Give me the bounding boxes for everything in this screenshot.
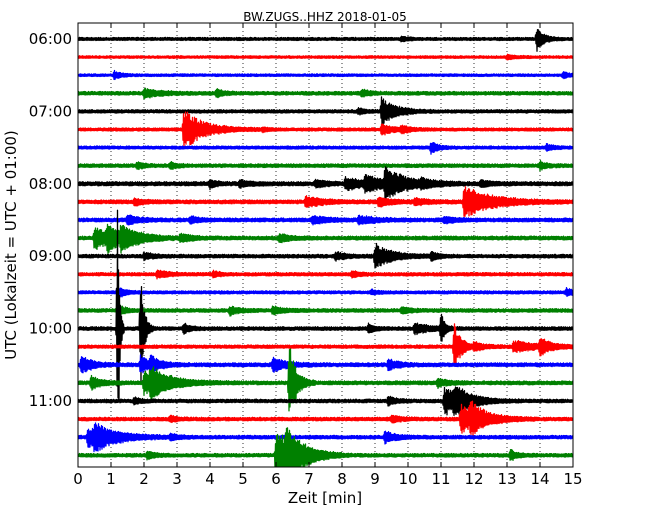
- trace-0845: [78, 223, 573, 255]
- trace-group: [78, 28, 573, 467]
- trace-0800: [78, 166, 573, 201]
- y-axis-label: UTC (Lokalzeit = UTC + 01:00): [2, 130, 20, 360]
- x-tick-label: 7: [304, 470, 314, 488]
- y-tick-label: 07:00: [29, 102, 72, 120]
- x-tick-label: 6: [271, 470, 281, 488]
- trace-1045: [78, 348, 573, 412]
- trace-0615: [78, 53, 573, 61]
- trace-0745: [78, 159, 573, 172]
- x-tick-label: 5: [238, 470, 248, 488]
- x-tick-label: 10: [398, 470, 417, 488]
- y-tick-label: 11:00: [29, 392, 72, 410]
- trace-0900: [78, 242, 573, 269]
- trace-0715: [78, 111, 573, 148]
- x-axis-label: Zeit [min]: [288, 489, 362, 507]
- x-tick-label: 0: [73, 470, 83, 488]
- trace-1145: [78, 427, 573, 467]
- x-tick-label: 9: [370, 470, 380, 488]
- trace-0830: [78, 214, 573, 226]
- x-tick-label: 12: [464, 470, 483, 488]
- trace-1130: [78, 422, 573, 453]
- x-axis-ticks: 0 1 2 3 4 5 6 7 8 9 10 11 12 13 14 15: [73, 23, 583, 488]
- x-tick-label: 2: [139, 470, 149, 488]
- y-tick-label: 10:00: [29, 320, 72, 338]
- x-tick-label: 4: [205, 470, 215, 488]
- x-tick-label: 11: [431, 470, 450, 488]
- y-axis-ticks: 06:00 07:00 08:00 09:00 10:00 11:00: [29, 30, 573, 410]
- trace-0945: [78, 303, 573, 318]
- trace-0915: [78, 269, 573, 280]
- x-tick-label: 15: [563, 470, 582, 488]
- trace-1100: [78, 386, 573, 417]
- trace-0600: [78, 28, 573, 52]
- x-tick-label: 14: [530, 470, 549, 488]
- trace-0700: [78, 96, 573, 126]
- chart-title: BW.ZUGS..HHZ 2018-01-05: [243, 10, 406, 24]
- trace-0730: [78, 141, 573, 155]
- trace-0815: [78, 186, 573, 217]
- x-tick-label: 8: [337, 470, 347, 488]
- x-tick-label: 3: [172, 470, 182, 488]
- trace-0630: [78, 69, 573, 81]
- x-tick-label: 1: [106, 470, 116, 488]
- trace-1030: [78, 354, 573, 376]
- y-tick-label: 09:00: [29, 247, 72, 265]
- trace-0645: [78, 87, 573, 100]
- trace-1115: [78, 400, 573, 437]
- trace-1015: [78, 323, 573, 366]
- trace-1000: [78, 209, 573, 402]
- y-tick-label: 06:00: [29, 30, 72, 48]
- plot-frame: [77, 22, 574, 468]
- x-tick-label: 13: [497, 470, 516, 488]
- trace-0930: [78, 286, 573, 300]
- y-tick-label: 08:00: [29, 175, 72, 193]
